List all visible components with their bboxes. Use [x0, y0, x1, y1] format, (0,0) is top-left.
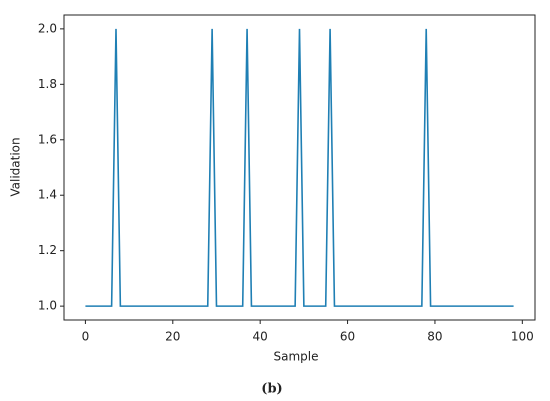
x-tick-label: 0 — [82, 330, 90, 344]
y-tick-label: 1.0 — [38, 299, 57, 313]
x-tick-label: 100 — [511, 330, 534, 344]
y-tick-label: 1.4 — [38, 188, 57, 202]
y-axis-label: Validation — [9, 137, 23, 196]
y-tick-label: 1.8 — [38, 77, 57, 91]
x-axis-label: Sample — [274, 350, 319, 364]
x-tick-label: 80 — [427, 330, 442, 344]
y-tick-label: 1.6 — [38, 132, 57, 146]
plot-frame — [63, 14, 536, 321]
x-tick-label: 60 — [340, 330, 355, 344]
x-tick-label: 20 — [165, 330, 180, 344]
y-tick-label: 1.2 — [38, 243, 57, 257]
y-tick-label: 2.0 — [38, 21, 57, 35]
line — [85, 28, 514, 307]
caption: (b) — [261, 382, 282, 397]
x-tick-label: 40 — [253, 330, 268, 344]
